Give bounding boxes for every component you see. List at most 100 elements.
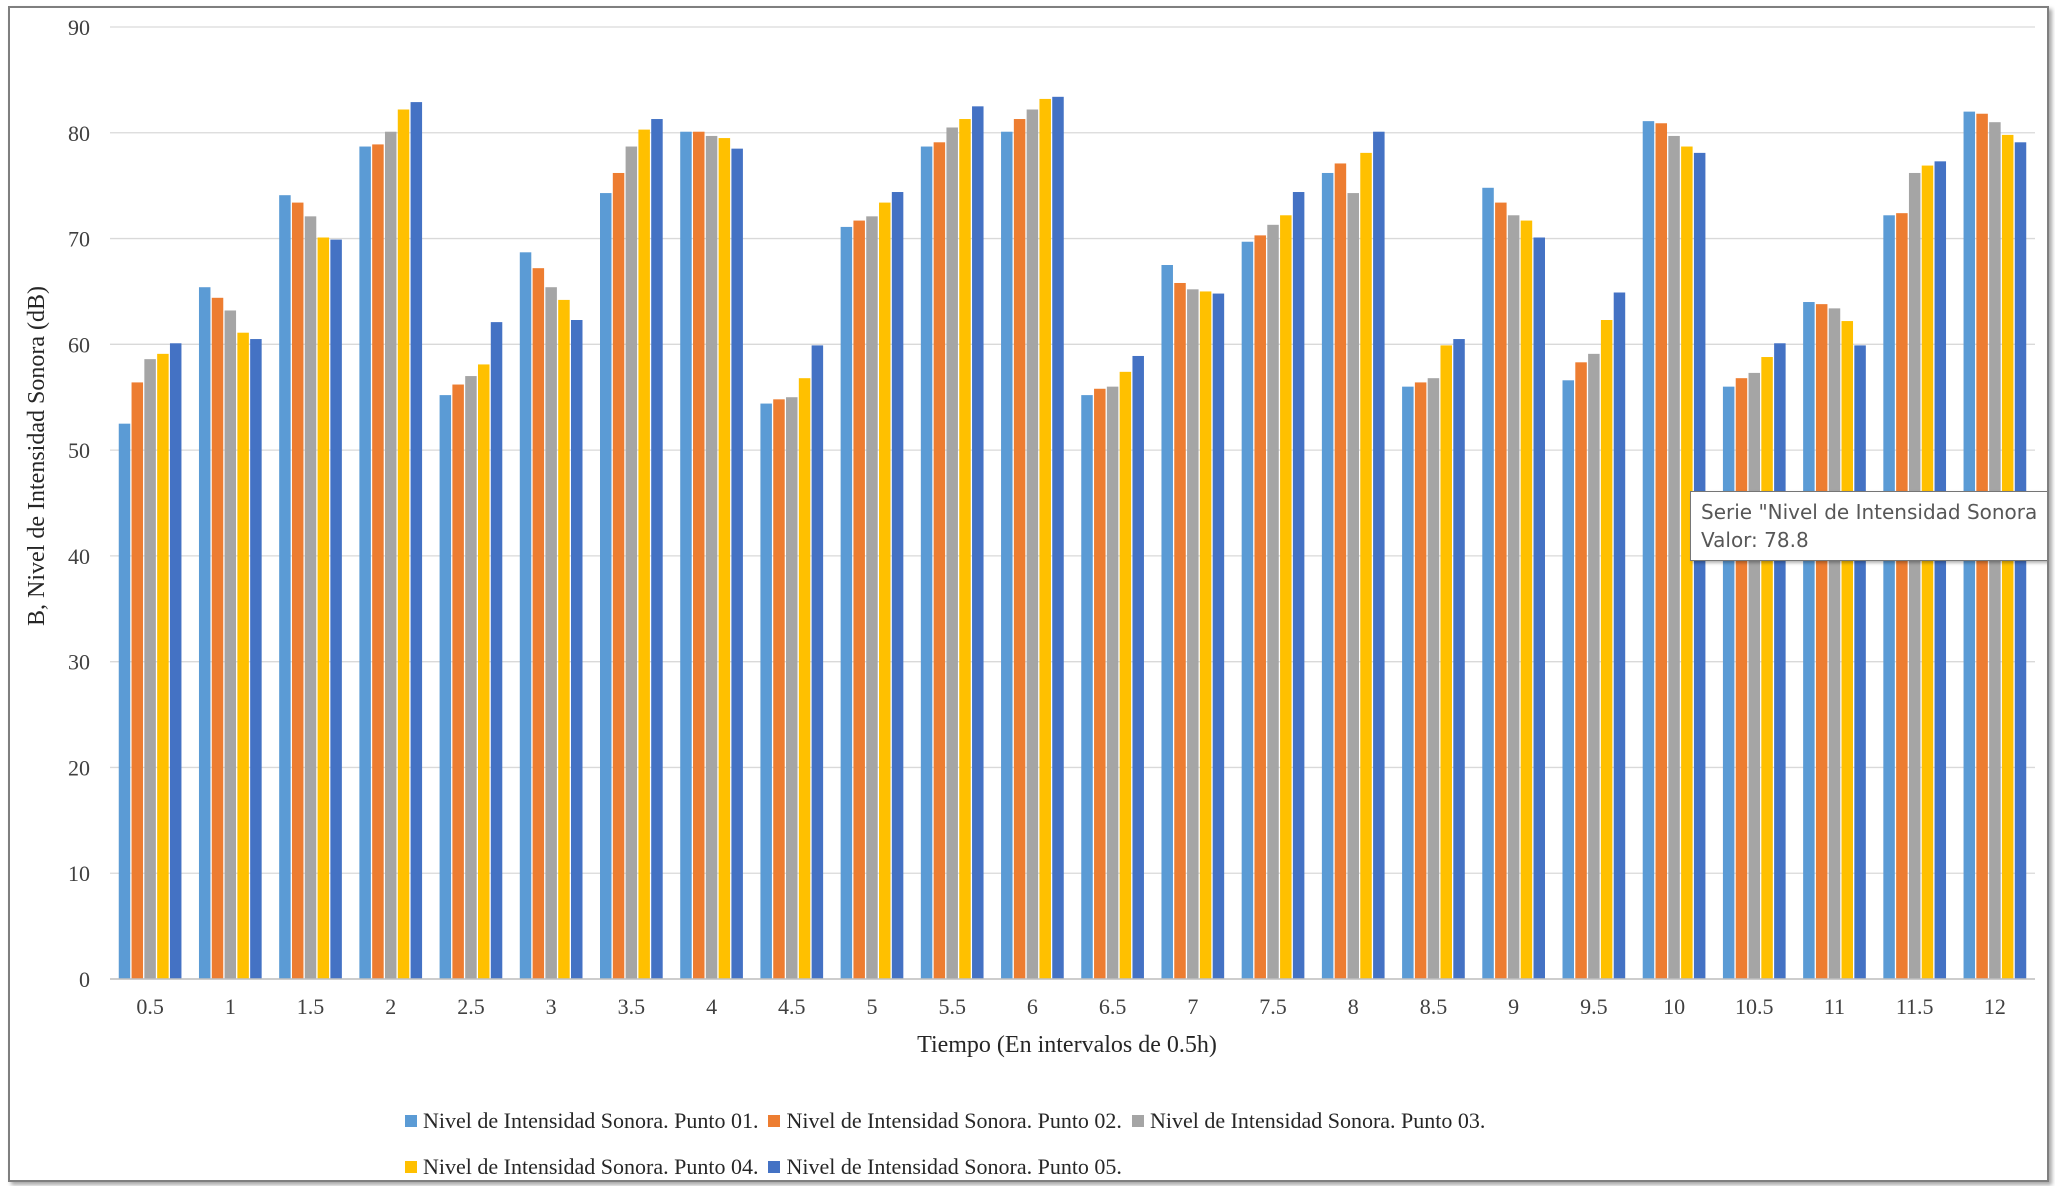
- legend-item-punto-02[interactable]: Nivel de Intensidad Sonora. Punto 02.: [768, 1108, 1122, 1134]
- bar-10-series-2[interactable]: [1655, 123, 1668, 980]
- bar-11-series-3[interactable]: [1828, 308, 1841, 979]
- bar-6-series-5[interactable]: [1052, 96, 1064, 979]
- bar-9.5-series-2[interactable]: [1575, 362, 1587, 979]
- bar-8-series-2[interactable]: [1334, 163, 1347, 979]
- bar-5.5-series-4[interactable]: [959, 119, 971, 979]
- bar-10.5-series-5[interactable]: [1774, 343, 1786, 980]
- bar-4-series-2[interactable]: [693, 131, 705, 980]
- bar-8-series-3[interactable]: [1347, 193, 1359, 979]
- bar-6.5-series-2[interactable]: [1094, 388, 1106, 979]
- bar-10-series-1[interactable]: [1642, 121, 1655, 980]
- bar-1-series-2[interactable]: [211, 297, 224, 979]
- bar-3-series-3[interactable]: [545, 287, 557, 979]
- bar-9-series-2[interactable]: [1495, 202, 1507, 979]
- bar-2-series-1[interactable]: [359, 146, 371, 980]
- bar-6.5-series-4[interactable]: [1119, 371, 1132, 979]
- bar-4.5-series-4[interactable]: [798, 378, 811, 979]
- bar-4.5-series-1[interactable]: [760, 403, 772, 980]
- bar-9.5-series-4[interactable]: [1600, 320, 1613, 979]
- bar-4-series-1[interactable]: [680, 131, 692, 980]
- bar-3.5-series-4[interactable]: [638, 129, 650, 980]
- bar-10-series-4[interactable]: [1681, 146, 1693, 980]
- bar-2-series-2[interactable]: [372, 144, 384, 979]
- bar-1-series-5[interactable]: [250, 339, 262, 979]
- bar-1.5-series-1[interactable]: [279, 195, 291, 980]
- bar-7.5-series-3[interactable]: [1267, 224, 1279, 979]
- bar-2-series-3[interactable]: [384, 131, 397, 980]
- bar-10.5-series-1[interactable]: [1722, 386, 1735, 980]
- bar-11.5-series-3[interactable]: [1908, 172, 1921, 979]
- bar-5.5-series-5[interactable]: [972, 106, 984, 980]
- bar-5-series-3[interactable]: [866, 216, 878, 979]
- bar-3-series-5[interactable]: [570, 320, 583, 979]
- bar-4-series-3[interactable]: [705, 135, 718, 979]
- bar-11.5-series-2[interactable]: [1896, 213, 1908, 979]
- bar-11-series-5[interactable]: [1854, 345, 1866, 979]
- bar-8.5-series-1[interactable]: [1402, 386, 1414, 980]
- bar-2-series-4[interactable]: [397, 109, 410, 980]
- bar-1.5-series-5[interactable]: [330, 239, 342, 979]
- bar-11-series-2[interactable]: [1815, 304, 1828, 979]
- bar-4.5-series-3[interactable]: [786, 397, 798, 979]
- bar-9-series-3[interactable]: [1507, 215, 1520, 980]
- bar-6-series-2[interactable]: [1013, 119, 1026, 979]
- bar-0.5-series-2[interactable]: [131, 382, 144, 979]
- bar-10-series-5[interactable]: [1693, 152, 1706, 979]
- bar-5.5-series-3[interactable]: [946, 127, 958, 979]
- bar-8.5-series-5[interactable]: [1453, 339, 1465, 979]
- bar-6-series-4[interactable]: [1039, 98, 1051, 979]
- bar-9-series-5[interactable]: [1533, 237, 1545, 979]
- bar-0.5-series-1[interactable]: [118, 423, 131, 980]
- bar-3.5-series-5[interactable]: [651, 119, 663, 979]
- bar-10.5-series-3[interactable]: [1748, 372, 1761, 980]
- bar-5-series-4[interactable]: [879, 202, 891, 979]
- bar-3-series-2[interactable]: [532, 268, 545, 979]
- bar-1.5-series-2[interactable]: [291, 202, 304, 979]
- bar-7.5-series-4[interactable]: [1280, 215, 1292, 980]
- bar-0.5-series-4[interactable]: [157, 353, 169, 979]
- bar-8-series-5[interactable]: [1373, 131, 1385, 980]
- bar-2.5-series-3[interactable]: [465, 376, 477, 980]
- bar-1-series-1[interactable]: [198, 287, 211, 979]
- bar-8-series-4[interactable]: [1360, 152, 1372, 979]
- bar-6.5-series-1[interactable]: [1081, 395, 1093, 979]
- bar-7-series-2[interactable]: [1174, 282, 1186, 980]
- bar-11-series-1[interactable]: [1803, 302, 1815, 979]
- legend-item-punto-03[interactable]: Nivel de Intensidad Sonora. Punto 03.: [1131, 1108, 1485, 1134]
- bar-11.5-series-5[interactable]: [1934, 161, 1947, 980]
- bar-8.5-series-2[interactable]: [1414, 382, 1427, 979]
- bar-7-series-3[interactable]: [1187, 289, 1199, 980]
- bar-9.5-series-5[interactable]: [1613, 292, 1626, 980]
- bar-11.5-series-1[interactable]: [1883, 215, 1895, 980]
- bar-8.5-series-4[interactable]: [1440, 345, 1452, 979]
- bar-3.5-series-2[interactable]: [612, 172, 625, 979]
- bar-0.5-series-3[interactable]: [144, 359, 156, 979]
- bar-1-series-4[interactable]: [237, 332, 249, 980]
- bar-4.5-series-5[interactable]: [811, 345, 824, 979]
- bar-3.5-series-1[interactable]: [600, 193, 612, 979]
- legend-item-punto-05[interactable]: Nivel de Intensidad Sonora. Punto 05.: [768, 1154, 1122, 1180]
- bar-7-series-4[interactable]: [1199, 291, 1212, 979]
- bar-6-series-1[interactable]: [1001, 131, 1013, 980]
- bar-10.5-series-2[interactable]: [1735, 378, 1748, 979]
- bar-3-series-1[interactable]: [519, 252, 532, 980]
- bar-1-series-3[interactable]: [224, 310, 237, 979]
- bar-1.5-series-4[interactable]: [317, 237, 330, 979]
- bar-11.5-series-4[interactable]: [1921, 165, 1934, 979]
- bar-8-series-1[interactable]: [1321, 172, 1334, 979]
- bar-4-series-4[interactable]: [718, 138, 731, 980]
- bar-4.5-series-2[interactable]: [773, 399, 785, 979]
- bar-7-series-5[interactable]: [1212, 293, 1225, 979]
- bar-5.5-series-1[interactable]: [920, 146, 933, 980]
- bar-6.5-series-5[interactable]: [1132, 355, 1144, 980]
- bar-6.5-series-3[interactable]: [1106, 386, 1119, 980]
- bar-2-series-5[interactable]: [410, 102, 423, 979]
- bar-7.5-series-5[interactable]: [1292, 192, 1305, 980]
- bar-7-series-1[interactable]: [1161, 265, 1173, 979]
- bar-7.5-series-1[interactable]: [1241, 241, 1254, 979]
- legend-item-punto-01[interactable]: Nivel de Intensidad Sonora. Punto 01.: [405, 1108, 758, 1134]
- bar-9-series-1[interactable]: [1482, 187, 1494, 979]
- bar-1.5-series-3[interactable]: [304, 216, 317, 979]
- bar-9-series-4[interactable]: [1520, 220, 1533, 979]
- bar-2.5-series-4[interactable]: [477, 364, 490, 979]
